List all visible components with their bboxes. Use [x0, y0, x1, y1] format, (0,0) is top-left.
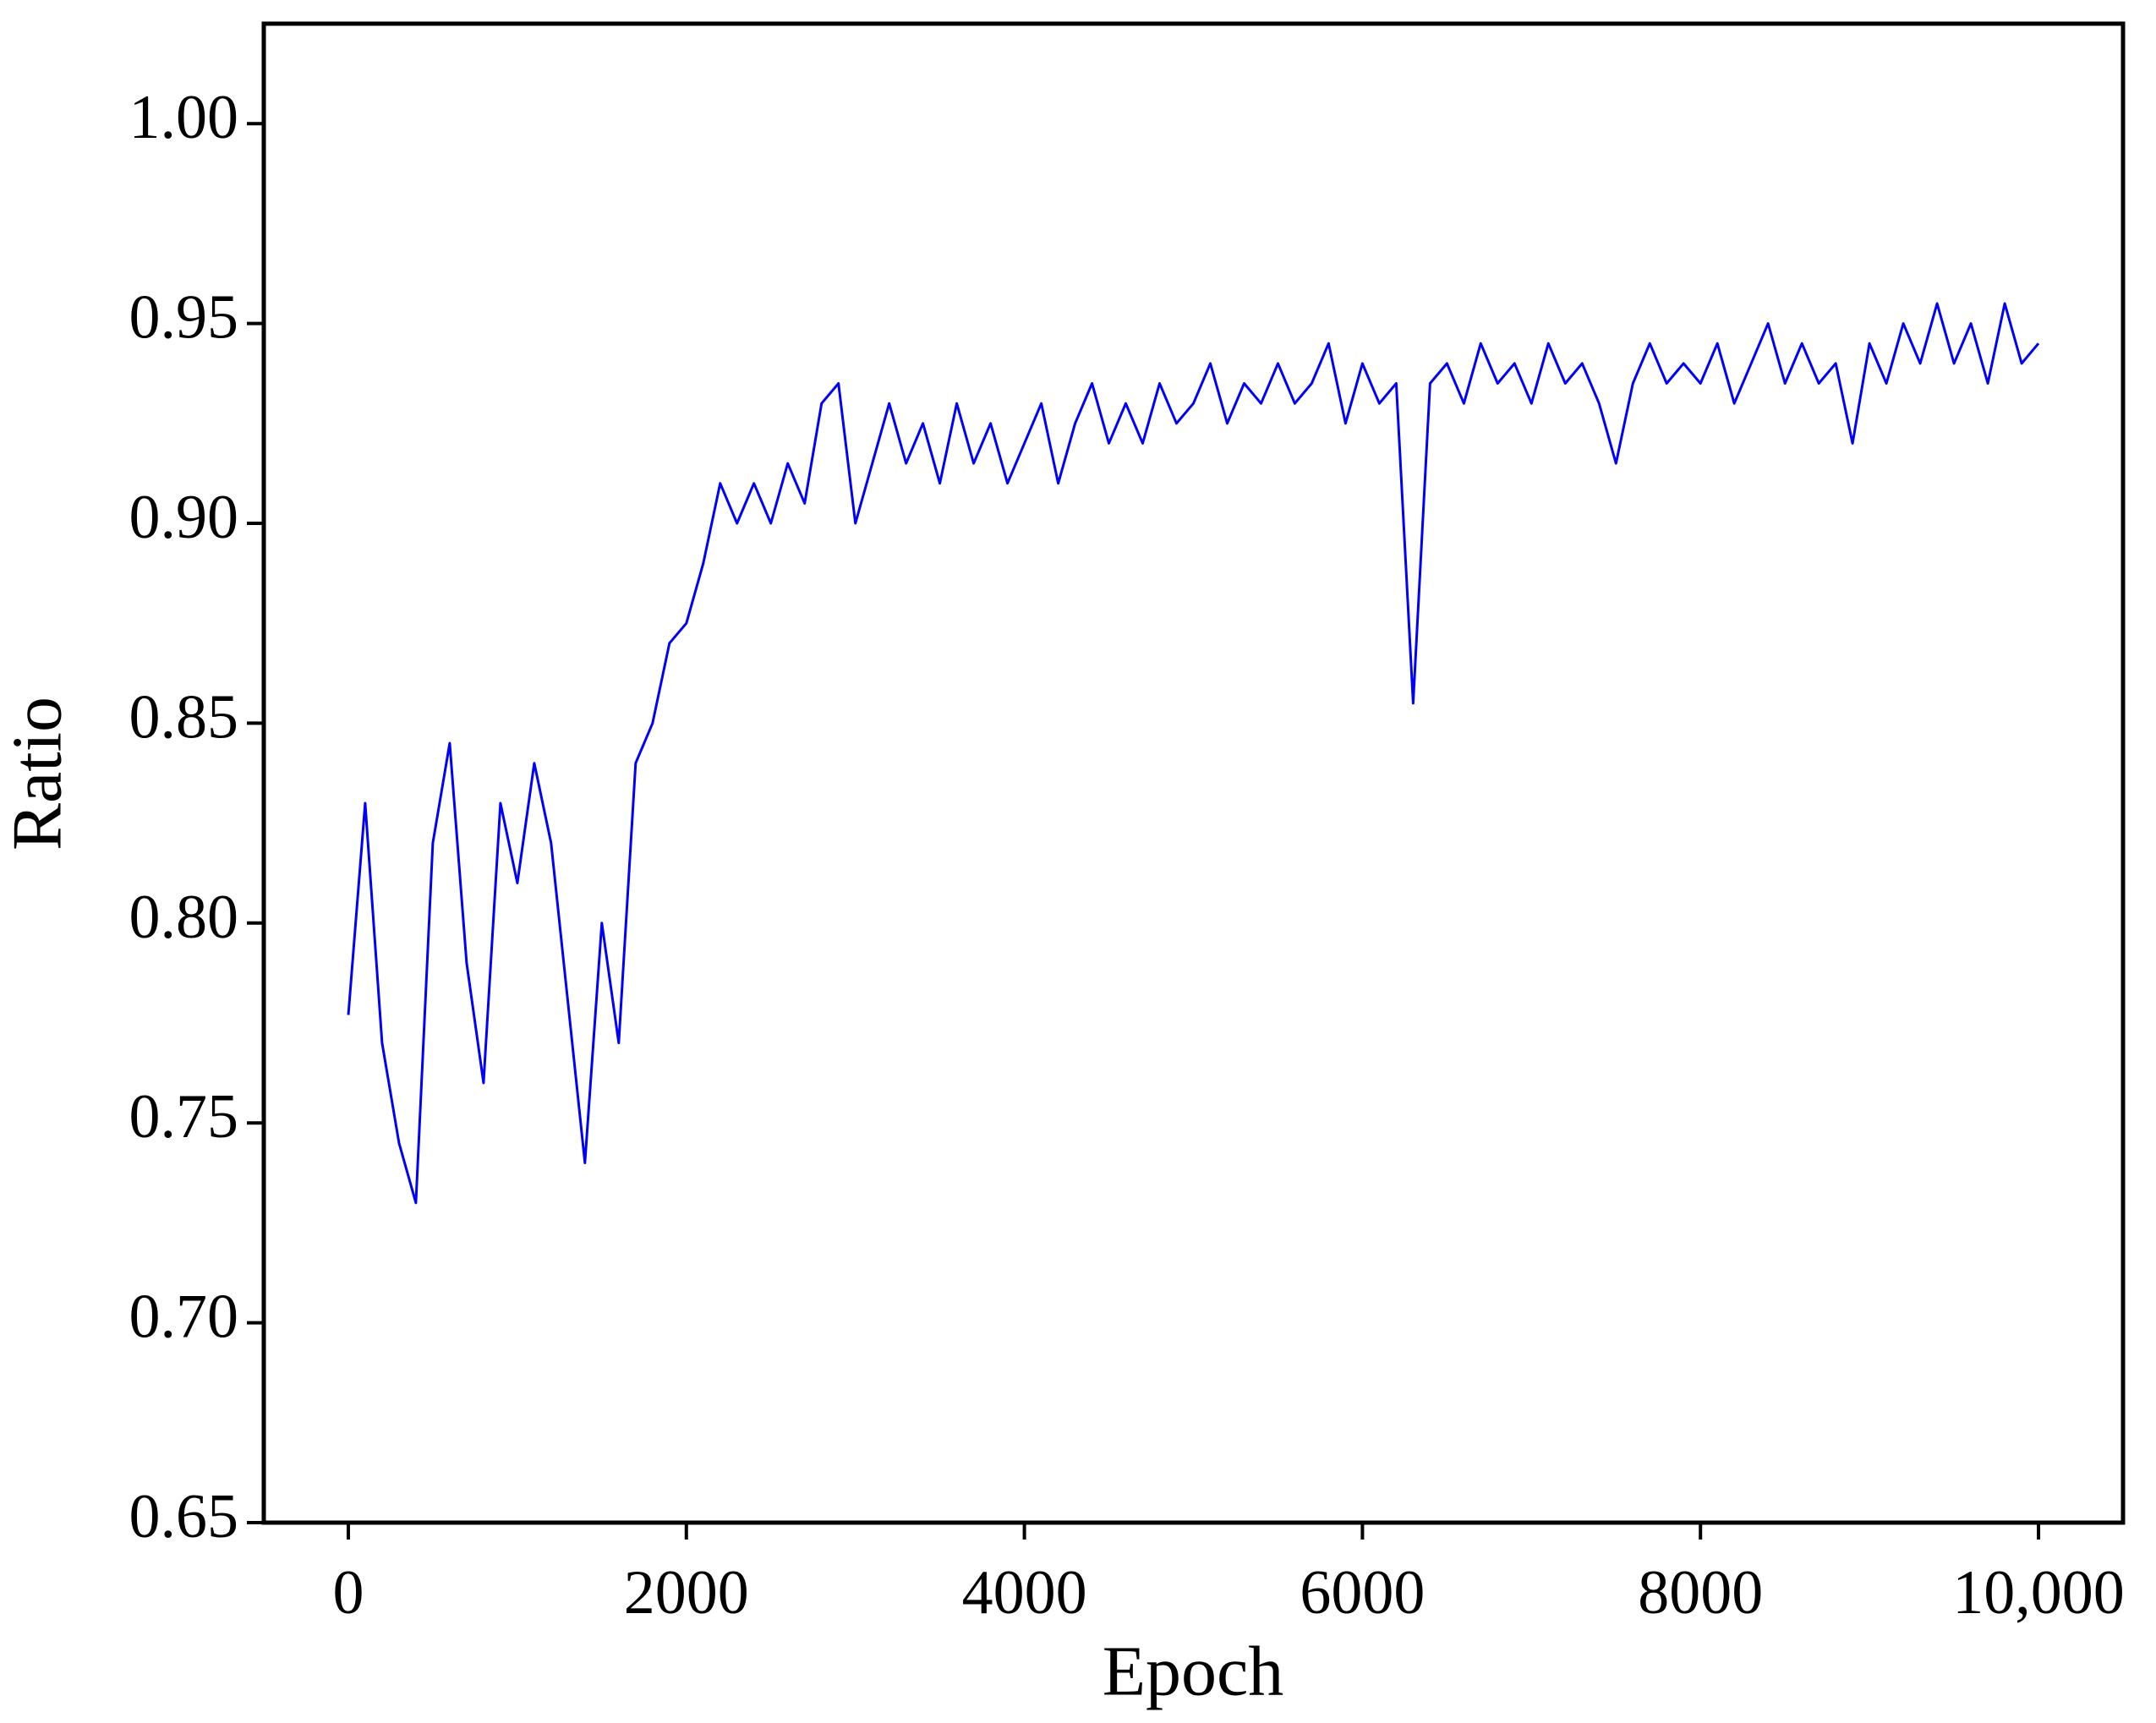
- x-tick-label: 6000: [1300, 1558, 1425, 1627]
- data-line: [347, 302, 2040, 1205]
- y-axis-title: Ratio: [0, 697, 76, 851]
- y-tick-label: 0.75: [129, 1082, 239, 1151]
- y-tick-label: 0.70: [129, 1283, 239, 1352]
- y-tick-label: 1.00: [129, 83, 239, 152]
- y-tick-label: 0.90: [129, 483, 239, 552]
- y-tick-label: 0.85: [129, 682, 239, 752]
- x-tick-label: 10,000: [1952, 1558, 2125, 1627]
- x-axis-title: Epoch: [1103, 1632, 1284, 1710]
- plot-frame: [261, 21, 2126, 1525]
- y-tick-label: 0.65: [129, 1482, 239, 1551]
- x-tick-label: 0: [332, 1558, 364, 1627]
- x-tick-label: 2000: [624, 1558, 749, 1627]
- y-tick-label: 0.80: [129, 883, 239, 952]
- x-tick-label: 8000: [1638, 1558, 1763, 1627]
- y-tick-label: 0.95: [129, 283, 239, 353]
- x-tick-label: 4000: [962, 1558, 1087, 1627]
